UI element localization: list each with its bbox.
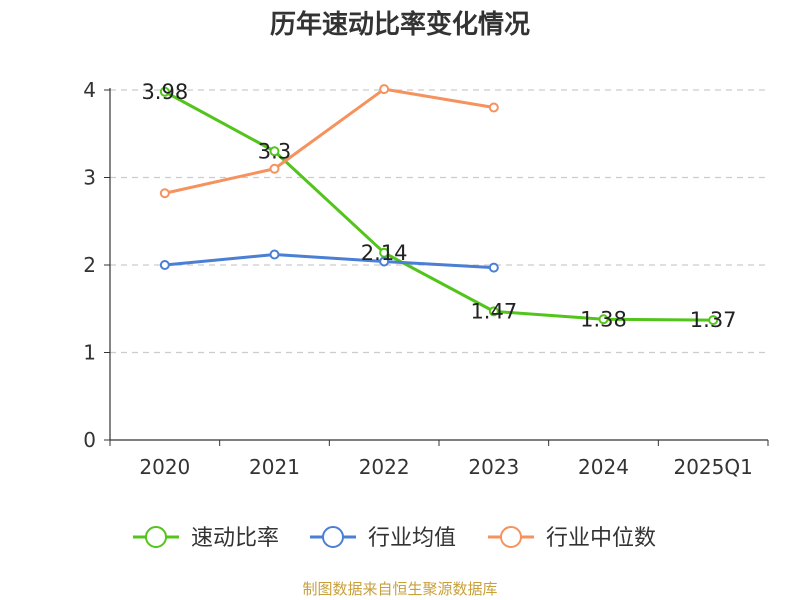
x-tick-label: 2025Q1 [673, 455, 752, 479]
series-line [164, 253, 494, 270]
legend-swatch-marker [500, 526, 522, 548]
chart-title: 历年速动比率变化情况 [269, 10, 530, 40]
legend-label: 速动比率 [191, 526, 279, 551]
grid-lines [110, 89, 768, 354]
y-tick-label: 1 [83, 341, 96, 365]
data-label: 1.47 [470, 299, 517, 323]
x-tick-label: 2021 [249, 455, 300, 479]
legend: 速动比率 行业均值 行业中位数 [133, 526, 656, 551]
data-point [488, 306, 499, 317]
legend-item[interactable]: 速动比率 [133, 526, 279, 551]
series-lines [159, 84, 719, 326]
data-point [488, 102, 499, 113]
legend-swatch-marker [145, 526, 167, 548]
legend-label: 行业均值 [368, 526, 456, 551]
data-point [269, 249, 280, 260]
x-tick-label: 2020 [139, 455, 190, 479]
data-point [269, 146, 280, 157]
data-point [159, 86, 170, 97]
data-label: 3.98 [141, 80, 188, 104]
x-tick-label: 2022 [359, 455, 410, 479]
legend-item[interactable]: 行业中位数 [488, 526, 656, 551]
x-tick-label: 2023 [468, 455, 519, 479]
data-label: 3.3 [258, 139, 291, 163]
y-tick-label: 3 [83, 166, 96, 190]
data-label: 1.37 [690, 308, 737, 332]
legend-item[interactable]: 行业均值 [310, 526, 456, 551]
series-line [164, 90, 714, 322]
data-point [159, 260, 170, 270]
axes: 0 1 2 3 4 2020 2021 2022 2023 2024 2025Q1 [83, 78, 769, 479]
x-tick-label: 2024 [578, 455, 629, 479]
series-line [164, 87, 495, 195]
data-point [159, 188, 170, 199]
source-note: 制图数据来自恒生聚源数据库 [302, 580, 498, 598]
data-label: 2.14 [361, 241, 408, 265]
y-tick-label: 2 [83, 253, 96, 277]
data-point [269, 163, 280, 174]
data-point [488, 262, 499, 273]
legend-label: 行业中位数 [546, 526, 656, 551]
data-label: 1.38 [580, 307, 627, 331]
data-point [379, 256, 390, 267]
data-point [708, 315, 719, 326]
y-tick-label: 4 [83, 78, 96, 102]
legend-swatch-marker [322, 526, 344, 548]
y-tick-label: 0 [83, 428, 96, 452]
data-labels: 3.98 3.3 2.14 1.47 1.38 1.37 [141, 80, 736, 332]
data-point [598, 314, 609, 325]
data-point [379, 84, 390, 95]
